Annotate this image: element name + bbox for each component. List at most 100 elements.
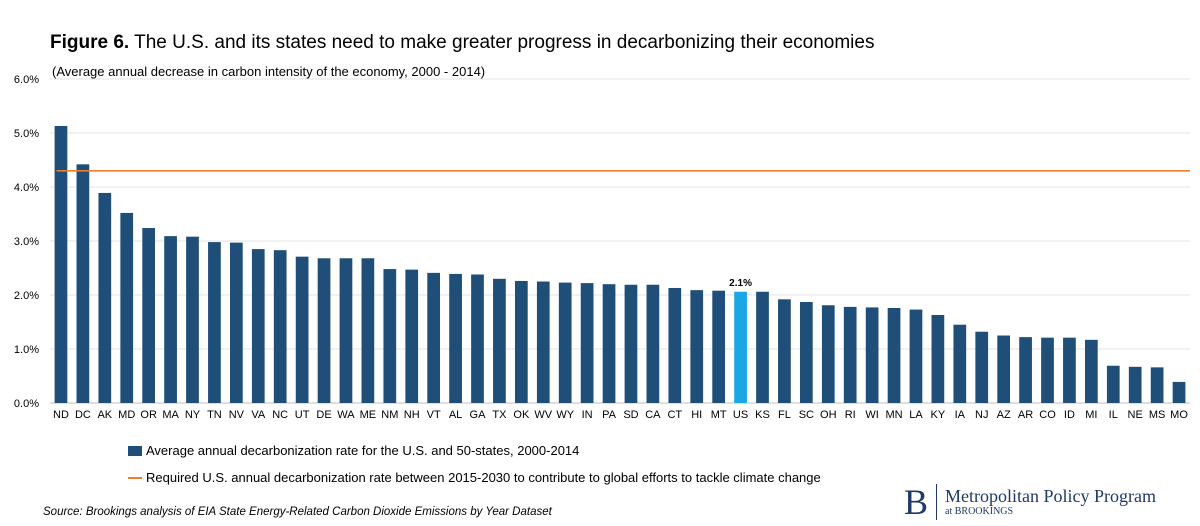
bar-pa [602,284,616,403]
bar-id [1063,337,1076,403]
bar-mn [887,307,901,403]
x-tick-label: NM [381,409,398,421]
x-tick-label: MT [711,409,727,421]
bar-ma [164,236,177,403]
bar-or [142,228,156,403]
x-tick-label: HI [691,409,702,421]
source-note: Source: Brookings analysis of EIA State … [43,506,552,518]
bar-il [1106,365,1120,403]
x-tick-label: SD [623,409,638,421]
x-tick-label: MN [885,409,902,421]
x-tick-label: KS [755,409,770,421]
x-tick-label: UT [295,409,310,421]
bar-nm [383,269,397,403]
x-tick-label: TN [207,409,222,421]
x-tick-label: AK [97,409,112,421]
chart-subtitle: (Average annual decrease in carbon inten… [52,64,486,79]
x-tick-label: ID [1064,409,1075,421]
x-tick-label: NC [272,409,288,421]
x-tick-label: DC [75,409,91,421]
x-tick-label: TX [492,409,507,421]
bar-ks [756,291,769,403]
x-tick-label: CT [667,409,682,421]
bar-ca [646,284,660,403]
x-tick-label: NY [185,409,201,421]
x-tick-label: ND [53,409,69,421]
x-axis-tick-labels: ND DC AK MD OR MA NY TN NV VA NC UT DE WA ME NM NH VT AL GA… [53,409,1188,421]
bar-wy [558,282,572,403]
x-tick-label: GA [470,409,487,421]
bar-chart: 0.0% 1.0% 2.0% 3.0% 4.0% 5.0% 6.0% ND DC AK MD OR M… [14,74,1190,421]
bar-nj [975,331,989,403]
bar-ak [98,192,112,403]
x-tick-label: LA [909,409,923,421]
legend-item-bars: Average annual decarbonization rate for … [128,443,579,458]
bar-ar [1019,337,1032,403]
brookings-logo: B Metropolitan Policy Program at BROOKIN… [904,484,1156,520]
bar-me [361,258,375,403]
y-tick-label: 5.0% [14,128,39,140]
bar-mo [1172,381,1186,403]
y-tick-label: 3.0% [14,236,39,248]
y-tick-label: 2.0% [14,290,39,302]
bar-ny [186,236,199,403]
x-tick-label: NJ [975,409,988,421]
bar-la [909,309,923,403]
y-tick-label: 1.0% [14,344,39,356]
x-tick-label: OK [513,409,530,421]
legend-bars-label: Average annual decarbonization rate for … [146,443,580,458]
x-tick-label: WI [865,409,878,421]
x-tick-label: DE [316,409,331,421]
bar-tx [493,278,506,403]
x-tick-label: MD [118,409,135,421]
gridlines [50,78,1190,404]
bar-nd [54,125,68,403]
x-tick-label: CO [1039,409,1056,421]
bar-de [317,258,331,403]
x-tick-label: NV [229,409,245,421]
x-tick-label: MA [162,409,179,421]
bar-ky [931,314,945,403]
x-tick-label: VT [427,409,441,421]
chart-title: Figure 6. The U.S. and its states need t… [50,32,874,54]
bar-co [1041,337,1054,403]
x-tick-label: OH [820,409,837,421]
bar-sd [624,284,638,403]
bar-nv [229,242,243,403]
bar-ct [668,287,682,403]
bar-md [120,212,134,403]
x-tick-label: ME [360,409,377,421]
x-tick-label: PA [602,409,617,421]
bar-dc [76,164,90,403]
bar-ut [295,256,309,403]
bar-ok [514,280,528,403]
y-axis-tick-labels: 0.0% 1.0% 2.0% 3.0% 4.0% 5.0% 6.0% [14,74,39,410]
legend-line-label: Required U.S. annual decarbonization rat… [146,470,821,485]
bar-fl [778,299,791,403]
x-tick-label: IA [955,409,966,421]
bar-ms [1150,367,1164,403]
bar-oh [821,305,835,403]
bar-sc [799,302,813,403]
bar-ne [1128,366,1142,403]
x-tick-label: KY [931,409,946,421]
logo-mark: B [904,484,938,520]
bar-wa [339,258,353,403]
bar-al [449,273,462,403]
x-tick-label: US [733,409,748,421]
x-tick-label: WY [556,409,574,421]
title-text: The U.S. and its states need to make gre… [134,32,875,53]
highlight-data-label: 2.1% [729,278,752,289]
bar-mt [712,290,726,403]
x-tick-label: AR [1018,409,1033,421]
bar-vt [427,272,441,403]
x-tick-label: SC [799,409,814,421]
bar-us [734,291,747,403]
x-tick-label: MO [1170,409,1188,421]
x-tick-label: CA [645,409,661,421]
legend-bar-swatch [128,445,142,456]
figure-label: Figure 6. [50,32,130,53]
logo-sub-text: at BROOKINGS [945,506,1014,517]
y-tick-label: 4.0% [14,182,39,194]
x-tick-label: WV [534,409,552,421]
